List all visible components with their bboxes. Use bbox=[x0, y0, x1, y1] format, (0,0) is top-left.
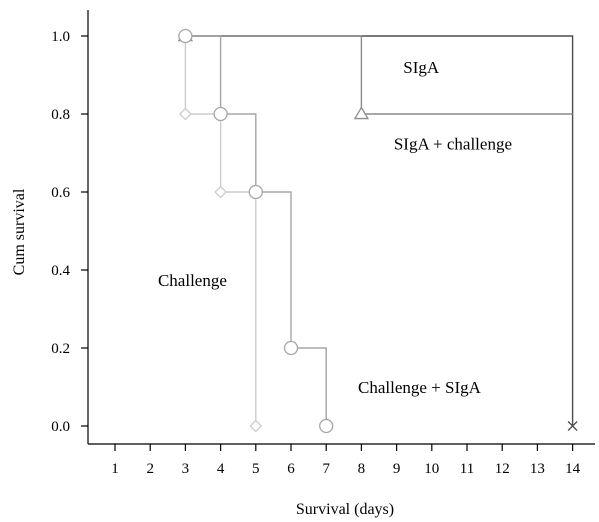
y-tick-label: 0.6 bbox=[51, 185, 70, 201]
annotation-layer: SIgA SIgA + challenge Challenge Challenge +… bbox=[158, 58, 512, 397]
y-axis-title: Cum survival bbox=[11, 188, 28, 275]
series-annotation: Challenge + SIgA bbox=[358, 378, 482, 397]
x-tick-label: 3 bbox=[182, 461, 190, 477]
series-marker-circle bbox=[319, 418, 334, 434]
x-axis-title: Survival (days) bbox=[296, 501, 394, 518]
x-tick-label: 7 bbox=[322, 461, 330, 477]
x-tick-label: 8 bbox=[358, 461, 366, 477]
marker-layer bbox=[177, 28, 578, 434]
series-annotation: SIgA bbox=[403, 58, 440, 77]
x-tick-label: 6 bbox=[287, 461, 295, 477]
series-line-1 bbox=[185, 35, 573, 115]
series-line-0 bbox=[185, 35, 574, 426]
x-tick-label: 5 bbox=[252, 461, 260, 477]
y-tick-label: 0.0 bbox=[51, 419, 70, 435]
x-tick-label: 9 bbox=[393, 461, 401, 477]
axes bbox=[87, 10, 595, 445]
y-tick-label: 0.8 bbox=[51, 107, 70, 123]
series-line-3 bbox=[184, 36, 257, 426]
x-tick-label: 14 bbox=[565, 461, 581, 477]
series-marker-circle bbox=[178, 28, 193, 44]
series-marker-circle bbox=[283, 340, 299, 356]
y-tick-label: 1.0 bbox=[51, 29, 70, 45]
x-tick-label: 11 bbox=[460, 461, 474, 477]
series-marker-circle bbox=[213, 106, 228, 122]
series-layer bbox=[184, 35, 574, 426]
y-tick-label: 0.2 bbox=[51, 341, 70, 357]
series-annotation: Challenge bbox=[158, 271, 227, 290]
x-tick-label: 1 bbox=[111, 461, 119, 477]
series-marker-cross bbox=[567, 421, 578, 431]
x-tick-label: 2 bbox=[146, 461, 154, 477]
x-tick-label: 4 bbox=[217, 461, 225, 477]
ticks: 1 2 3 4 5 6 7 8 9 10 11 12 13 140.00.20.40.60.81.0 bbox=[51, 29, 580, 477]
series-marker-circle bbox=[248, 184, 263, 200]
series-marker-triangle bbox=[353, 106, 370, 120]
x-tick-label: 12 bbox=[495, 461, 510, 477]
series-marker-diamond bbox=[178, 107, 192, 121]
series-annotation: SIgA + challenge bbox=[394, 134, 512, 153]
series-marker-diamond bbox=[214, 185, 228, 199]
y-tick-label: 0.4 bbox=[51, 263, 70, 279]
series-marker-diamond bbox=[249, 419, 263, 433]
x-tick-label: 13 bbox=[530, 461, 545, 477]
x-tick-label: 10 bbox=[424, 461, 439, 477]
